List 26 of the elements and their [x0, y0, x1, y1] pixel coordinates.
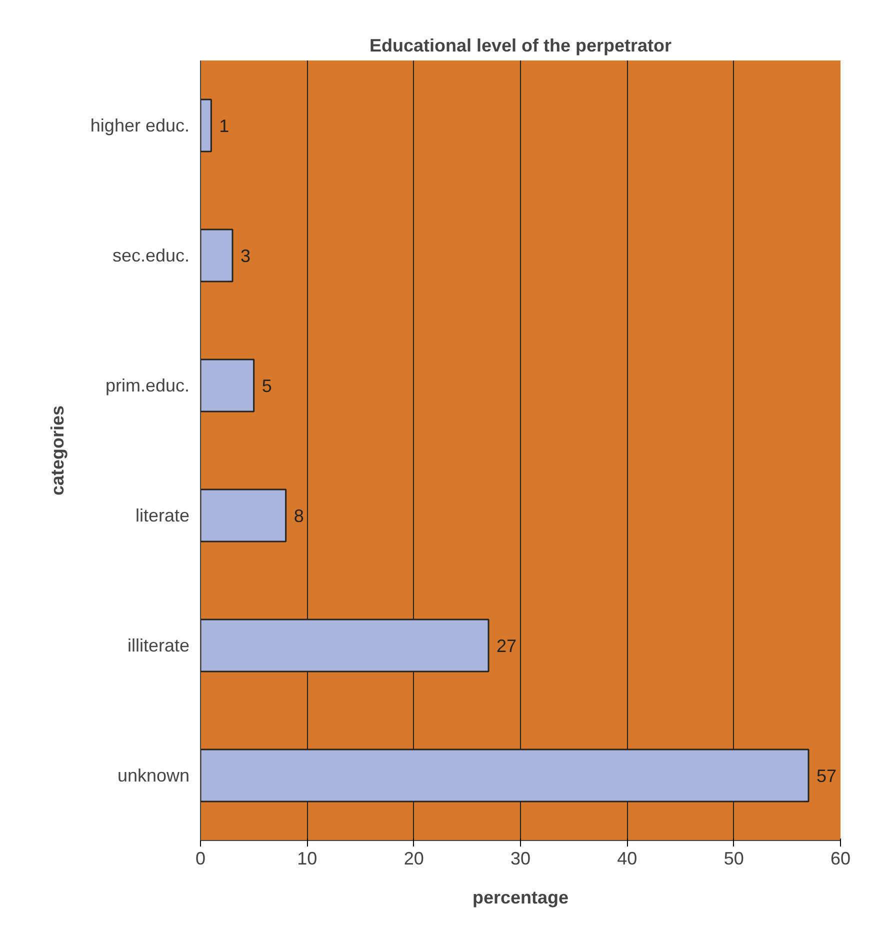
data-label: 3 [240, 246, 251, 266]
x-tick-label: 40 [617, 848, 638, 868]
y-tick-label: sec.educ. [112, 246, 190, 266]
x-tick-label: 20 [404, 848, 424, 868]
y-tick-label: prim.educ. [105, 376, 190, 396]
data-label: 57 [816, 766, 837, 786]
data-label: 5 [262, 376, 272, 396]
data-label: 1 [219, 116, 230, 136]
x-axis-title: percentage [472, 888, 569, 908]
y-axis-title: categories [47, 405, 68, 496]
bar [200, 358, 255, 412]
y-tick-label: illiterate [127, 636, 190, 656]
y-tick-label: higher educ. [90, 116, 190, 136]
x-tick-label: 10 [297, 848, 318, 868]
data-label: 27 [496, 636, 517, 656]
x-tick-label: 30 [510, 848, 531, 868]
x-tick-label: 50 [724, 848, 744, 868]
bar [200, 228, 234, 282]
data-label: 8 [294, 506, 304, 526]
bar [200, 98, 212, 152]
y-tick-label: literate [135, 506, 190, 526]
y-tick-label: unknown [117, 766, 190, 786]
chart-title: Educational level of the perpetrator [369, 36, 672, 56]
x-tick-label: 0 [195, 848, 206, 868]
x-tick-label: 60 [830, 848, 851, 868]
bar [200, 488, 287, 542]
